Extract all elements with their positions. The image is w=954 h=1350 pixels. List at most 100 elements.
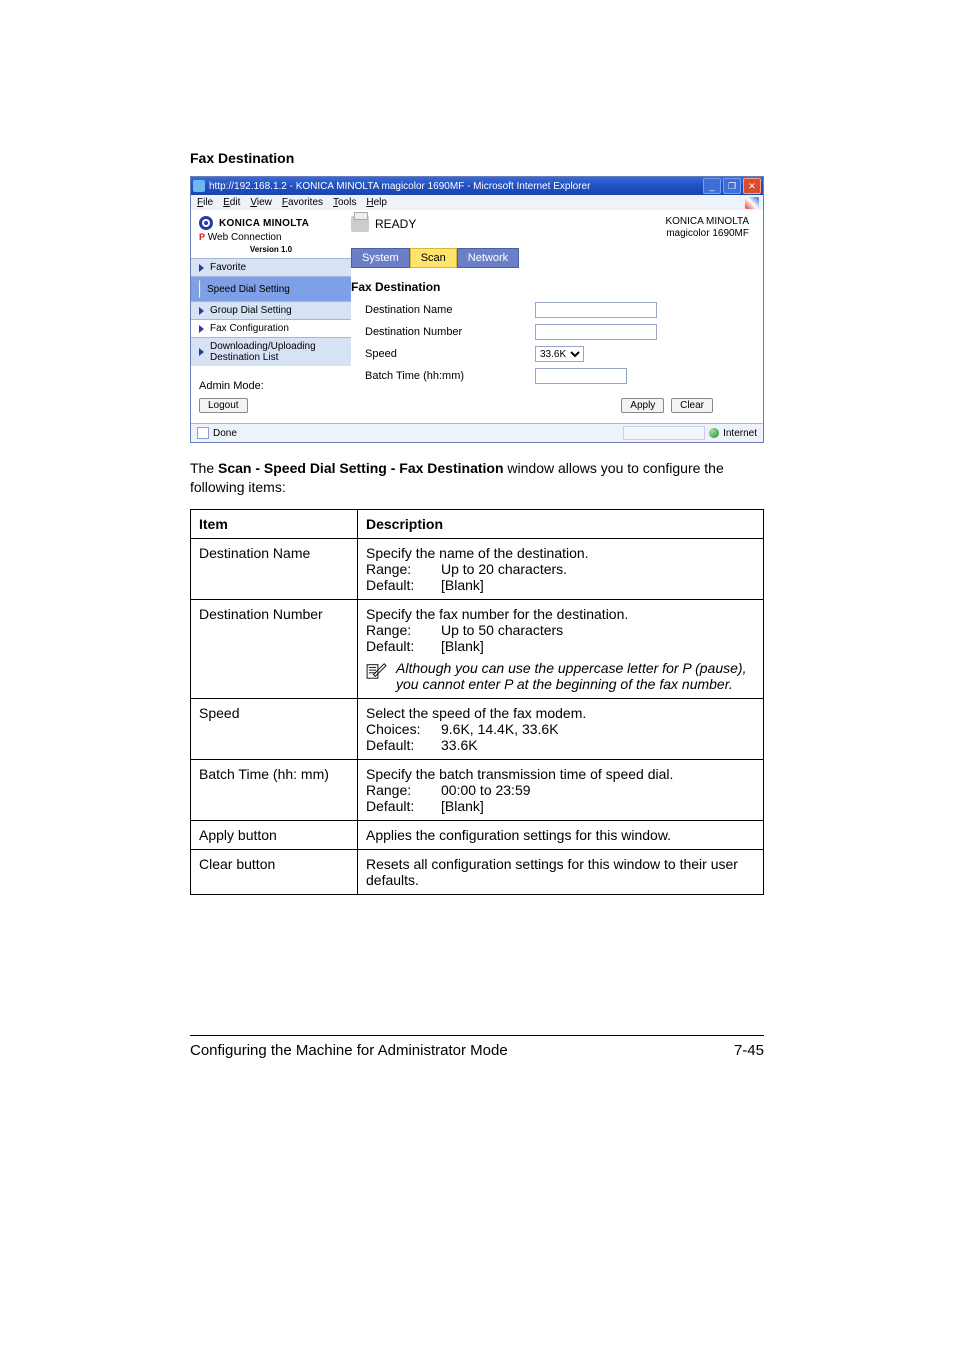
desc-line: Specify the fax number for the destinati… xyxy=(366,606,755,622)
device-line2: magicolor 1690MF xyxy=(665,228,749,240)
admin-mode-label: Admin Mode: xyxy=(199,380,343,392)
lead-bold: Scan - Speed Dial Setting - Fax Destinat… xyxy=(218,460,504,476)
tab-network[interactable]: Network xyxy=(457,248,519,268)
ie-throbber-icon xyxy=(745,197,759,209)
triangle-icon xyxy=(199,325,204,333)
spec-table: Item Description Destination Name Specif… xyxy=(190,509,764,895)
row-speed: Speed 33.6K xyxy=(351,346,753,362)
input-batch[interactable] xyxy=(535,368,627,384)
range-label: Range: xyxy=(366,622,441,638)
label-speed: Speed xyxy=(351,348,535,360)
right-column: READY KONICA MINOLTA magicolor 1690MF Sy… xyxy=(351,210,763,423)
status-segment xyxy=(623,426,705,440)
cell-item: Clear button xyxy=(191,849,358,894)
ie-window: http://192.168.1.2 - KONICA MINOLTA magi… xyxy=(190,176,764,443)
page-footer: Configuring the Machine for Administrato… xyxy=(190,1035,764,1059)
row-batch: Batch Time (hh:mm) xyxy=(351,368,753,384)
default-value: [Blank] xyxy=(441,798,484,814)
triangle-icon xyxy=(199,348,204,356)
ie-menubar: File Edit View Favorites Tools Help xyxy=(191,195,393,210)
cell-desc: Specify the batch transmission time of s… xyxy=(358,759,764,820)
nav-label: Group Dial Setting xyxy=(210,305,292,316)
cell-item: Destination Name xyxy=(191,538,358,599)
brand-logo-icon xyxy=(199,216,213,230)
nav-label: Downloading/Uploading Destination List xyxy=(210,341,343,363)
lead-paragraph: The Scan - Speed Dial Setting - Fax Dest… xyxy=(190,459,764,497)
tab-scan[interactable]: Scan xyxy=(410,248,457,268)
minimize-button[interactable]: _ xyxy=(703,178,721,194)
input-dest-number[interactable] xyxy=(535,324,657,340)
default-label: Default: xyxy=(366,798,441,814)
nav-group-dial[interactable]: Group Dial Setting xyxy=(191,301,351,319)
row-dest-name: Destination Name xyxy=(351,302,753,318)
desc-line: Select the speed of the fax modem. xyxy=(366,705,755,721)
th-desc: Description xyxy=(358,509,764,538)
pagescope-mark: P xyxy=(199,232,205,242)
label-dest-name: Destination Name xyxy=(351,304,535,316)
nav-fax-config[interactable]: Fax Configuration xyxy=(191,319,351,337)
section-heading: Fax Destination xyxy=(190,150,764,166)
ie-title: http://192.168.1.2 - KONICA MINOLTA magi… xyxy=(209,181,590,192)
brand-name: KONICA MINOLTA xyxy=(219,218,309,229)
default-label: Default: xyxy=(366,638,441,654)
logout-button[interactable]: Logout xyxy=(199,398,248,413)
choices-label: Choices: xyxy=(366,721,441,737)
triangle-icon xyxy=(199,307,204,315)
nav-label: Speed Dial Setting xyxy=(207,284,290,295)
close-button[interactable]: ✕ xyxy=(743,178,761,194)
menu-file[interactable]: File xyxy=(197,197,213,208)
note-text: Although you can use the uppercase lette… xyxy=(396,660,755,692)
nav-speed-dial[interactable]: Speed Dial Setting xyxy=(191,276,351,301)
default-label: Default: xyxy=(366,577,441,593)
menu-view[interactable]: View xyxy=(250,197,272,208)
menu-fav[interactable]: Favorites xyxy=(282,197,323,208)
lead-pre: The xyxy=(190,460,218,476)
subbrand-text: Web Connection xyxy=(208,232,282,243)
footer-rule xyxy=(190,1035,764,1036)
left-column: KONICA MINOLTA P Web Connection Version … xyxy=(191,210,351,423)
choices-value: 9.6K, 14.4K, 33.6K xyxy=(441,721,559,737)
ie-titlebar: http://192.168.1.2 - KONICA MINOLTA magi… xyxy=(191,177,763,195)
range-value: 00:00 to 23:59 xyxy=(441,782,531,798)
nav-label: Favorite xyxy=(210,262,246,273)
tab-system[interactable]: System xyxy=(351,248,410,268)
action-row: Apply Clear xyxy=(351,390,753,421)
nav-favorite[interactable]: Favorite xyxy=(191,258,351,276)
clear-button[interactable]: Clear xyxy=(671,398,713,413)
status-icon xyxy=(197,427,209,439)
table-row: Apply button Applies the configuration s… xyxy=(191,820,764,849)
select-speed[interactable]: 33.6K xyxy=(535,346,584,362)
document-page: Fax Destination http://192.168.1.2 - KON… xyxy=(0,0,954,1119)
maximize-button[interactable]: ❐ xyxy=(723,178,741,194)
device-line1: KONICA MINOLTA xyxy=(665,216,749,228)
cell-desc: Resets all configuration settings for th… xyxy=(358,849,764,894)
table-row: Destination Name Specify the name of the… xyxy=(191,538,764,599)
cell-item: Apply button xyxy=(191,820,358,849)
menu-help[interactable]: Help xyxy=(366,197,387,208)
default-value: [Blank] xyxy=(441,638,484,654)
content-zone: KONICA MINOLTA P Web Connection Version … xyxy=(191,210,763,423)
tab-bar: System Scan Network xyxy=(351,248,753,268)
table-row: Speed Select the speed of the fax modem.… xyxy=(191,698,764,759)
desc-line: Specify the name of the destination. xyxy=(366,545,755,561)
range-label: Range: xyxy=(366,561,441,577)
status-bar: Done Internet xyxy=(191,423,763,442)
note-row: Although you can use the uppercase lette… xyxy=(366,660,755,692)
table-row: Clear button Resets all configuration se… xyxy=(191,849,764,894)
cell-desc: Applies the configuration settings for t… xyxy=(358,820,764,849)
cell-item: Destination Number xyxy=(191,599,358,698)
cell-desc: Specify the fax number for the destinati… xyxy=(358,599,764,698)
input-dest-name[interactable] xyxy=(535,302,657,318)
status-text: Done xyxy=(213,428,237,439)
admin-block: Admin Mode: Logout xyxy=(191,366,351,423)
nav-download-upload[interactable]: Downloading/Uploading Destination List xyxy=(191,337,351,366)
cell-desc: Specify the name of the destination. Ran… xyxy=(358,538,764,599)
nav-label: Fax Configuration xyxy=(210,323,289,334)
menu-tools[interactable]: Tools xyxy=(333,197,356,208)
apply-button[interactable]: Apply xyxy=(621,398,664,413)
note-icon xyxy=(366,662,388,680)
th-item: Item xyxy=(191,509,358,538)
menu-edit[interactable]: Edit xyxy=(223,197,240,208)
desc-line: Specify the batch transmission time of s… xyxy=(366,766,755,782)
cell-item: Batch Time (hh: mm) xyxy=(191,759,358,820)
